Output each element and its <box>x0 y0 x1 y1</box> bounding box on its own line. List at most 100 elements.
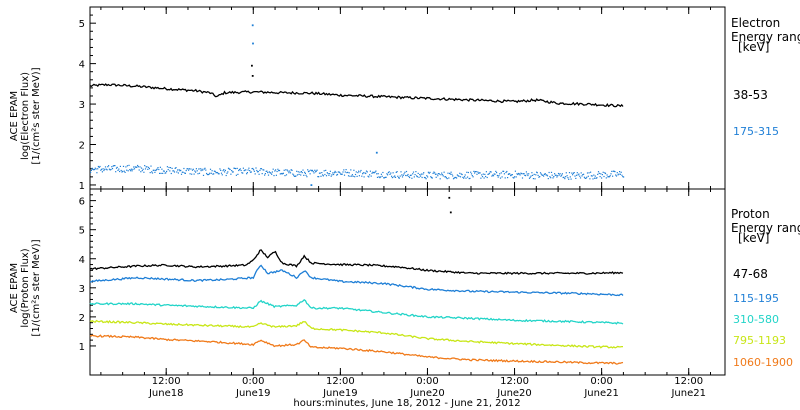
electron-point-175-315 <box>557 172 560 175</box>
electron-point-175-315 <box>329 170 331 172</box>
electron-point-175-315 <box>551 174 553 176</box>
electron-point-175-315 <box>251 168 253 170</box>
electron-point-175-315 <box>405 170 408 173</box>
electron-point-175-315 <box>212 173 214 175</box>
electron-point-175-315 <box>340 173 342 175</box>
electron-point-175-315 <box>528 177 531 179</box>
electron-point-175-315 <box>235 168 237 170</box>
electron-point-175-315 <box>432 172 434 174</box>
electron-point-175-315 <box>220 172 223 174</box>
electron-point-175-315 <box>404 171 406 173</box>
electron-point-175-315 <box>384 176 386 178</box>
electron-point-175-315 <box>373 172 375 174</box>
electron-point-175-315 <box>258 173 260 175</box>
electron-point-175-315 <box>233 167 235 169</box>
electron-point-175-315 <box>498 175 500 177</box>
electron-point-175-315 <box>617 174 619 176</box>
electron-point-175-315 <box>345 169 347 171</box>
electron-point-175-315 <box>290 169 292 171</box>
electron-point-175-315 <box>202 169 204 171</box>
electron-point-175-315 <box>571 172 573 174</box>
electron-point-175-315 <box>477 171 479 173</box>
electron-point-175-315 <box>307 169 309 171</box>
electron-point-175-315 <box>249 170 251 172</box>
electron-point-175-315 <box>329 173 331 175</box>
electron-point-175-315 <box>199 168 201 170</box>
electron-point-175-315 <box>330 175 332 177</box>
electron-point-175-315 <box>340 173 342 175</box>
electron-point-175-315 <box>180 173 183 175</box>
electron-point-175-315 <box>485 171 487 173</box>
electron-point-175-315 <box>485 175 487 178</box>
electron-point-175-315 <box>209 168 212 170</box>
electron-point-175-315 <box>125 166 127 168</box>
electron-point-175-315 <box>219 168 221 170</box>
electron-point-175-315 <box>238 169 241 171</box>
electron-point-175-315 <box>188 169 190 171</box>
electron-point-175-315 <box>487 173 489 175</box>
electron-point-175-315 <box>350 169 352 171</box>
electron-point-175-315 <box>463 177 465 179</box>
electron-point-175-315 <box>550 171 553 173</box>
electron-series-38-53 <box>89 64 624 108</box>
electron-ytick-label-5: 5 <box>79 19 85 30</box>
electron-point-175-315 <box>163 170 165 172</box>
electron-point-175-315 <box>127 170 129 172</box>
electron-ylabel-line-2: log(Electron Flux) <box>20 72 31 160</box>
electron-point-175-315 <box>478 172 480 174</box>
electron-outlier-175-315 <box>252 42 254 45</box>
electron-point-175-315 <box>449 173 451 175</box>
electron-point-175-315 <box>590 175 592 177</box>
electron-point-175-315 <box>130 168 132 170</box>
electron-point-175-315 <box>377 173 379 175</box>
electron-point-175-315 <box>343 174 346 176</box>
electron-point-175-315 <box>514 170 516 172</box>
electron-point-175-315 <box>599 176 601 178</box>
electron-point-175-315 <box>581 175 583 177</box>
electron-point-175-315 <box>241 172 243 174</box>
electron-point-175-315 <box>300 171 302 173</box>
electron-point-175-315 <box>97 165 99 168</box>
electron-point-175-315 <box>411 177 413 179</box>
electron-point-175-315 <box>490 171 492 173</box>
electron-point-175-315 <box>142 168 144 170</box>
electron-point-175-315 <box>243 170 245 172</box>
proton-series-115-195 <box>90 264 624 297</box>
electron-point-175-315 <box>318 176 320 178</box>
electron-point-175-315 <box>492 175 495 177</box>
electron-point-175-315 <box>195 171 197 173</box>
electron-point-175-315 <box>208 173 210 175</box>
electron-point-175-315 <box>96 172 98 174</box>
electron-point-175-315 <box>118 168 120 170</box>
electron-point-175-315 <box>560 175 562 177</box>
electron-point-175-315 <box>422 173 424 175</box>
electron-point-175-315 <box>401 174 403 176</box>
electron-point-175-315 <box>335 171 337 173</box>
electron-point-175-315 <box>270 172 272 174</box>
electron-point-175-315 <box>186 168 188 170</box>
electron-ytick-label-3: 3 <box>79 100 85 111</box>
electron-point-175-315 <box>262 169 264 171</box>
electron-point-175-315 <box>436 173 438 175</box>
electron-point-175-315 <box>608 176 610 178</box>
electron-point-175-315 <box>358 175 360 177</box>
electron-point-175-315 <box>166 166 168 168</box>
electron-point-175-315 <box>475 171 477 173</box>
proton-series-1060-1900 <box>89 334 624 365</box>
electron-point-175-315 <box>362 173 364 175</box>
electron-point-175-315 <box>438 173 440 175</box>
electron-point-175-315 <box>217 172 219 174</box>
electron-point-175-315 <box>184 172 186 174</box>
electron-point-175-315 <box>131 170 133 172</box>
electron-point-175-315 <box>447 172 449 174</box>
electron-point-175-315 <box>328 174 330 176</box>
electron-point-175-315 <box>169 167 172 169</box>
electron-point-175-315 <box>181 171 183 173</box>
electron-point-175-315 <box>431 177 433 179</box>
electron-point-175-315 <box>138 169 140 171</box>
electron-point-175-315 <box>133 166 135 168</box>
electron-point-175-315 <box>459 176 462 178</box>
electron-point-175-315 <box>191 173 193 175</box>
electron-point-175-315 <box>467 176 469 178</box>
electron-point-175-315 <box>535 174 537 176</box>
